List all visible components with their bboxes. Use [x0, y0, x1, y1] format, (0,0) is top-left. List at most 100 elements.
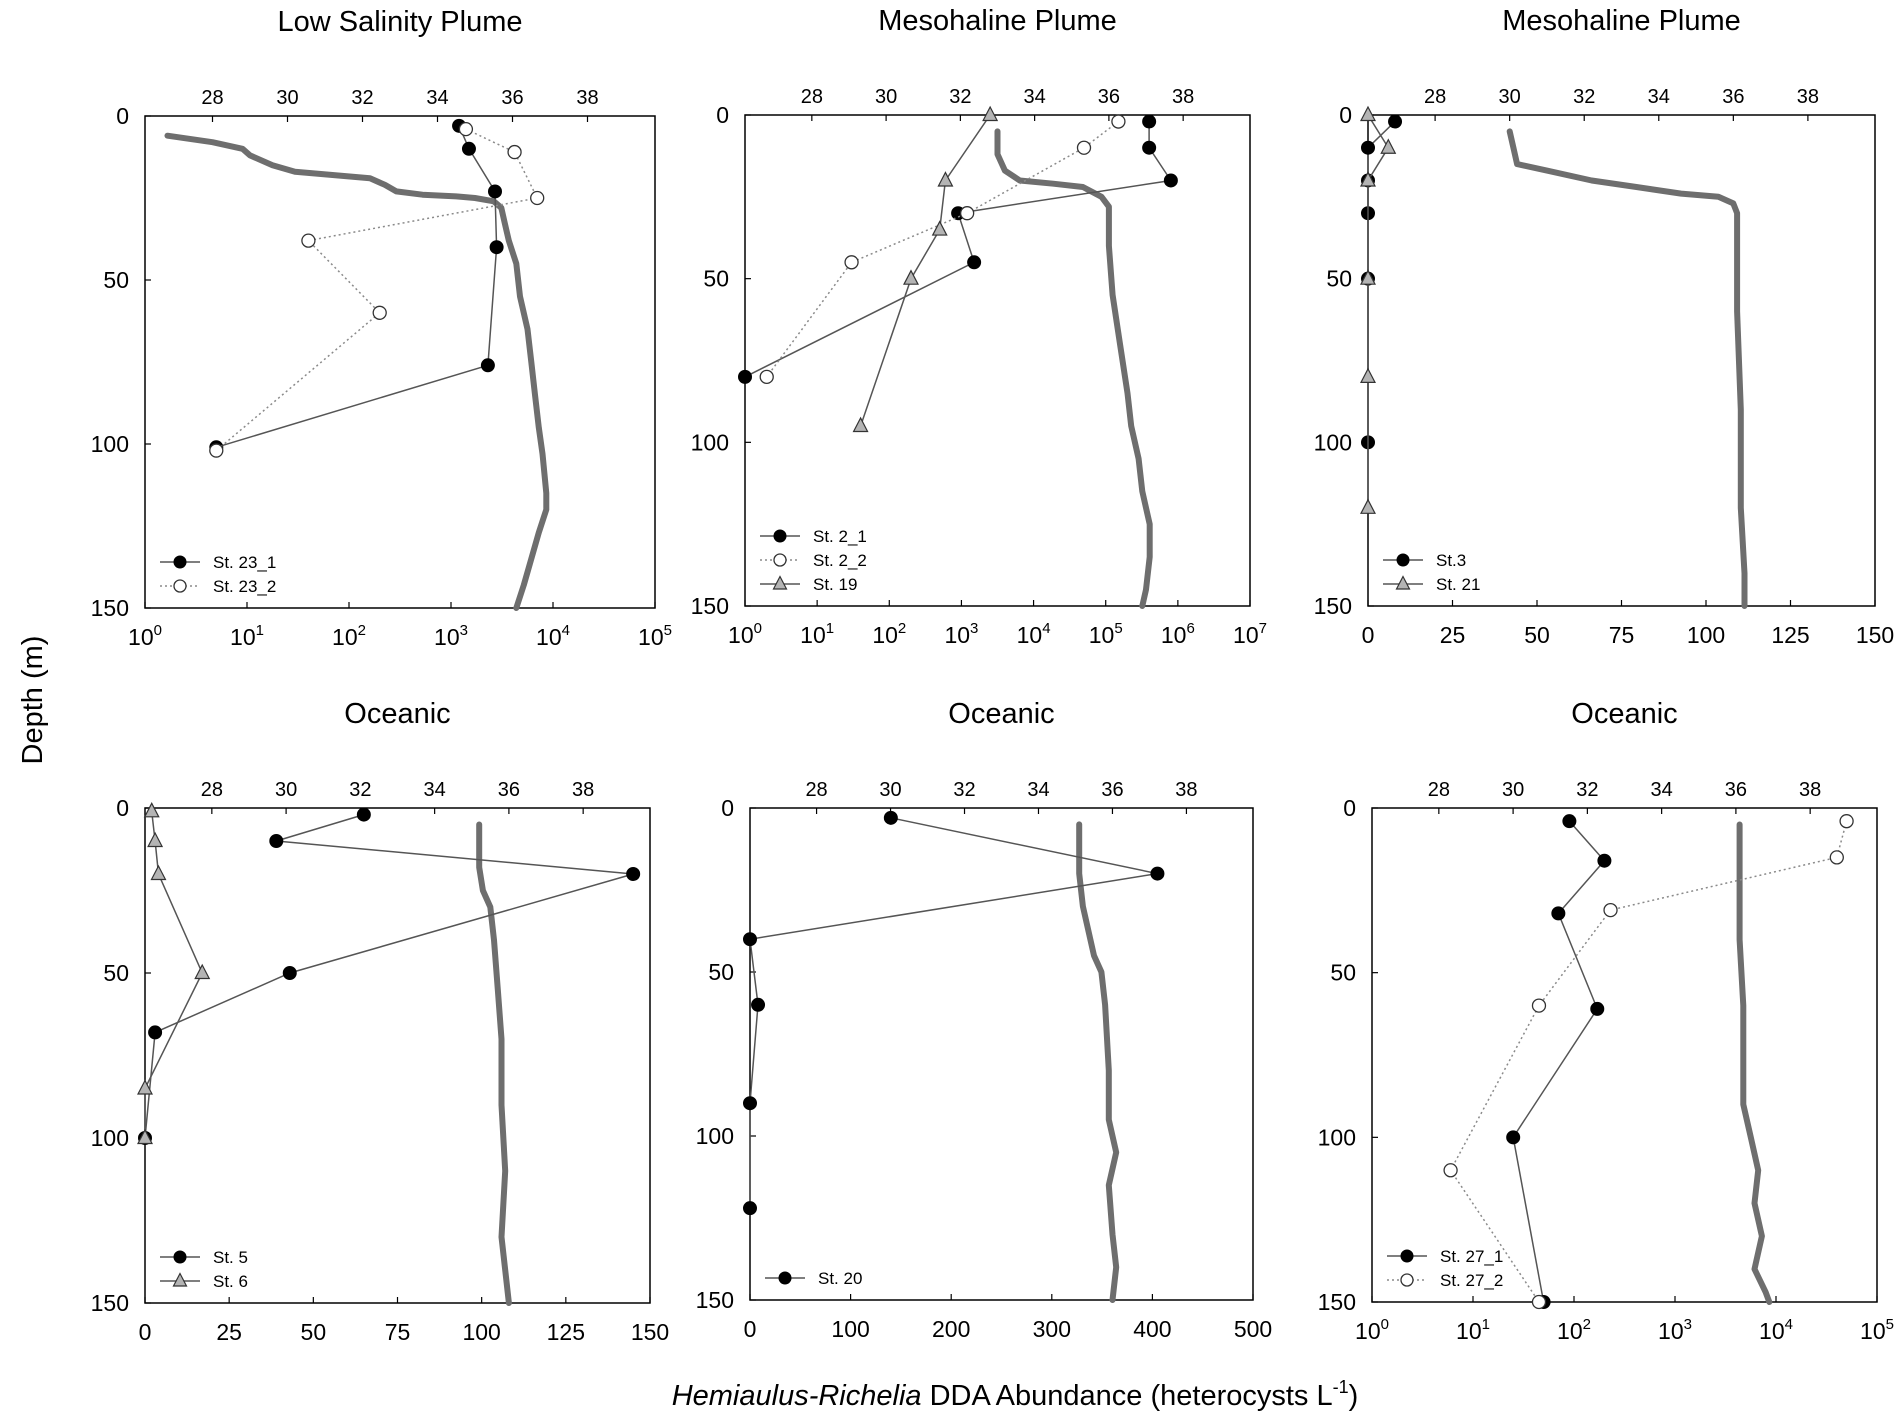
x-axis-label-superscript: -1	[1333, 1377, 1349, 1397]
depth-tick-label: 0	[116, 795, 129, 821]
data-point	[150, 864, 167, 881]
abundance-tick-label: 75	[385, 1319, 411, 1345]
data-point	[1142, 140, 1157, 155]
tick-exponent: 2	[358, 622, 366, 639]
series-st-23-2	[209, 121, 545, 458]
data-point	[530, 190, 545, 206]
data-point	[1562, 814, 1577, 829]
tick-exponent: 2	[898, 620, 906, 637]
salinity-tick-label: 30	[879, 779, 901, 801]
depth-tick-label: 100	[1318, 1124, 1356, 1150]
data-point	[1360, 269, 1376, 285]
data-point	[1360, 498, 1376, 514]
tick-base: 10	[434, 624, 460, 650]
depth-tick-label: 0	[116, 103, 129, 129]
legend-marker	[773, 553, 787, 567]
legend-marker	[772, 575, 788, 590]
depth-tick-label: 100	[91, 1125, 129, 1151]
data-point	[982, 105, 999, 122]
x-axis-label-end: )	[1349, 1380, 1359, 1412]
abundance-tick-label: 100	[831, 1316, 869, 1342]
data-point	[458, 121, 474, 137]
plot-frame	[744, 114, 1251, 607]
salinity-profile	[1506, 128, 1748, 609]
x-axis-label-main: DDA Abundance (heterocysts L	[922, 1380, 1333, 1412]
legend-marker	[172, 1272, 188, 1287]
data-point	[1360, 171, 1376, 187]
series-line	[1367, 114, 1390, 508]
plot-frame	[749, 807, 1254, 1301]
legend-marker	[1395, 575, 1411, 590]
legend-marker	[1400, 1273, 1414, 1287]
tick-exponent: 1	[826, 620, 834, 637]
depth-tick-label: 100	[91, 431, 129, 457]
tick-base: 10	[1161, 622, 1187, 648]
depth-tick-label: 150	[696, 1287, 734, 1313]
tick-exponent: 3	[970, 620, 978, 637]
series-line	[144, 811, 204, 1138]
legend: St. 2_1 St. 2_2 St. 19	[760, 527, 867, 594]
data-point	[937, 171, 954, 187]
tick-base: 10	[1017, 622, 1043, 648]
salinity-tick-label: 38	[1797, 86, 1819, 108]
tick-base: 10	[1557, 1318, 1583, 1344]
salinity-tick-label: 30	[1499, 86, 1521, 108]
abundance-tick-label: 25	[1440, 622, 1466, 648]
salinity-profile	[1076, 821, 1120, 1303]
salinity-tick-label: 38	[572, 779, 594, 801]
legend-label: St.3	[1436, 551, 1466, 570]
data-point	[1111, 114, 1126, 129]
abundance-tick-label: 102	[1557, 1316, 1591, 1344]
legend-label: St. 2_2	[813, 551, 867, 570]
data-point	[1839, 814, 1854, 829]
depth-tick-label: 150	[691, 593, 729, 619]
data-point	[743, 932, 757, 947]
data-point	[269, 834, 284, 848]
abundance-tick-label: 50	[1524, 622, 1550, 648]
legend-marker	[778, 1271, 792, 1285]
data-point	[1506, 1130, 1521, 1145]
data-point	[743, 1201, 757, 1216]
abundance-tick-label: 103	[944, 620, 978, 648]
data-point	[1076, 140, 1092, 155]
salinity-tick-label: 34	[1027, 779, 1049, 801]
tick-base: 10	[728, 622, 754, 648]
tick-exponent: 4	[1042, 620, 1050, 637]
data-point	[148, 1025, 163, 1040]
legend: St. 5 St. 6	[160, 1248, 248, 1291]
abundance-tick-label: 0	[1362, 622, 1375, 648]
legend-marker	[1396, 553, 1410, 567]
abundance-tick-label: 104	[536, 622, 570, 650]
salinity-profile	[164, 132, 550, 611]
tick-base: 10	[1759, 1318, 1785, 1344]
x-axis-label: Hemiaulus-Richelia DDA Abundance (hetero…	[672, 1377, 1359, 1412]
data-point	[931, 220, 948, 236]
legend: St. 27_1 St. 27_2	[1387, 1247, 1503, 1290]
data-point	[626, 867, 641, 881]
salinity-tick-label: 32	[349, 779, 371, 801]
abundance-tick-label: 107	[1233, 620, 1267, 648]
legend-label: St. 20	[818, 1269, 862, 1288]
plot-frame	[1367, 114, 1876, 607]
data-point	[356, 807, 371, 822]
series-line	[859, 114, 991, 427]
tick-base: 10	[944, 622, 970, 648]
data-point	[301, 233, 316, 248]
tick-exponent: 6	[1186, 620, 1194, 637]
salinity-tick-label: 28	[805, 779, 827, 801]
tick-exponent: 7	[1259, 620, 1267, 637]
legend-label: St. 5	[213, 1248, 248, 1267]
series-line	[766, 120, 1119, 378]
abundance-tick-label: 0	[744, 1316, 757, 1342]
legend: St.3 St. 21	[1383, 551, 1480, 594]
data-point	[959, 206, 975, 221]
salinity-tick-label: 28	[201, 779, 223, 801]
data-point	[1163, 173, 1178, 188]
data-point	[137, 1079, 153, 1095]
series-st-27-2	[1443, 814, 1854, 1310]
tick-exponent: 3	[1684, 1316, 1692, 1333]
panel-title: Oceanic	[344, 698, 450, 730]
legend-marker	[1400, 1249, 1414, 1263]
